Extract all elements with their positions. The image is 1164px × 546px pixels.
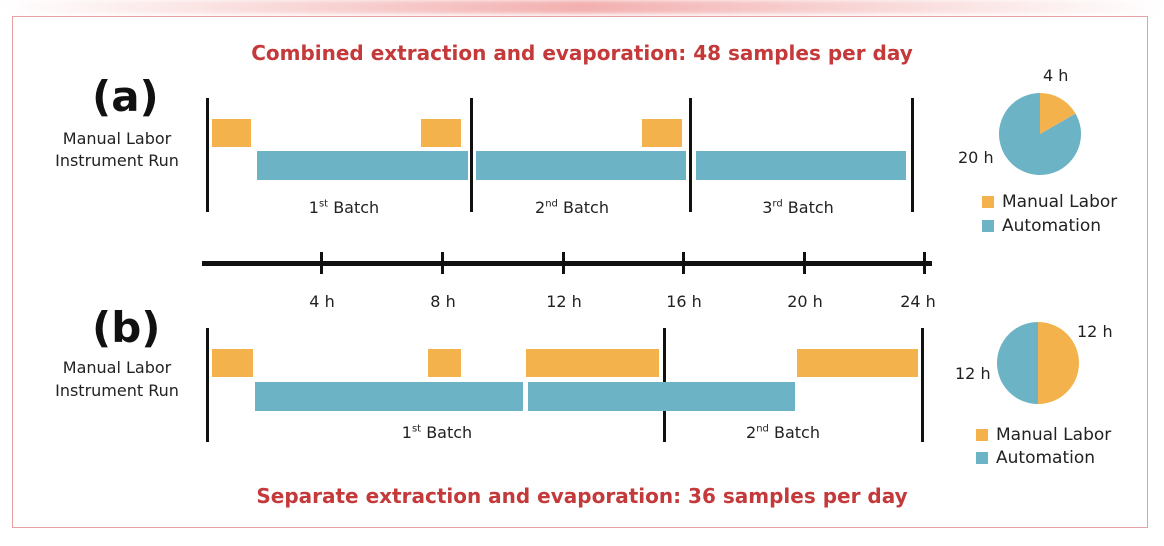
title-separate: Separate extraction and evaporation: 36 … bbox=[256, 484, 908, 508]
panel-a-legend-automation: Automation bbox=[982, 216, 1101, 236]
panel-a-legend-manual: Manual Labor bbox=[982, 192, 1117, 212]
panel-b-manual-block-1 bbox=[212, 349, 253, 377]
panel-b-end-line bbox=[921, 328, 924, 442]
tick-8h bbox=[441, 252, 444, 274]
tick-label-12h: 12 h bbox=[546, 292, 582, 311]
panel-a-manual-block-1 bbox=[212, 119, 251, 147]
tick-4h bbox=[320, 252, 323, 274]
tick-20h bbox=[803, 252, 806, 274]
top-glow bbox=[0, 0, 1164, 14]
panel-b-label-instrument: Instrument Run bbox=[55, 381, 179, 400]
tick-12h bbox=[562, 252, 565, 274]
panel-b-run-block-2 bbox=[528, 382, 795, 411]
panel-b-batch-1-label: 1st Batch bbox=[401, 423, 473, 442]
panel-b-legend-automation: Automation bbox=[976, 448, 1095, 468]
tick-16h bbox=[682, 252, 685, 274]
panel-a-divider-2 bbox=[689, 98, 692, 212]
panel-a-batch-3-label: 3rd Batch bbox=[762, 198, 834, 217]
panel-b-run-block-1 bbox=[255, 382, 523, 411]
panel-a-letter: (a) bbox=[92, 72, 159, 121]
panel-b-manual-block-4 bbox=[797, 349, 918, 377]
tick-label-4h: 4 h bbox=[309, 292, 335, 311]
legend-swatch-automation bbox=[976, 452, 988, 464]
panel-a-run-block-1 bbox=[257, 151, 468, 180]
panel-b-pie bbox=[997, 322, 1079, 404]
tick-label-24h: 24 h bbox=[900, 292, 936, 311]
title-combined: Combined extraction and evaporation: 48 … bbox=[251, 41, 913, 65]
panel-b-manual-block-2 bbox=[428, 349, 461, 377]
panel-b-label-manual: Manual Labor bbox=[62, 358, 172, 377]
panel-a-label-instrument: Instrument Run bbox=[55, 151, 179, 170]
panel-a-run-block-3 bbox=[696, 151, 906, 180]
panel-a-batch-1-label: 1st Batch bbox=[308, 198, 380, 217]
panel-a-run-block-2 bbox=[476, 151, 686, 180]
panel-a-pie-manual-slice bbox=[1040, 93, 1076, 134]
tick-label-20h: 20 h bbox=[787, 292, 823, 311]
panel-b-pie-manual-slice bbox=[1038, 322, 1079, 404]
panel-b-legend-manual: Manual Labor bbox=[976, 425, 1111, 445]
panel-a-label-manual: Manual Labor bbox=[62, 129, 172, 148]
panel-b-letter: (b) bbox=[92, 303, 161, 352]
legend-swatch-automation bbox=[982, 220, 994, 232]
panel-a-manual-block-3 bbox=[642, 119, 682, 147]
time-axis bbox=[202, 261, 932, 266]
panel-a-pie-automation-label: 20 h bbox=[958, 148, 994, 167]
panel-a-pie-manual-label: 4 h bbox=[1043, 66, 1069, 85]
panel-b-pie-automation-slice bbox=[997, 322, 1038, 404]
panel-b-manual-block-3 bbox=[526, 349, 659, 377]
legend-swatch-manual bbox=[976, 429, 988, 441]
panel-a-pie bbox=[999, 93, 1081, 175]
panel-a-manual-block-2 bbox=[421, 119, 461, 147]
panel-a-divider-1 bbox=[470, 98, 473, 212]
panel-a-batch-2-label: 2nd Batch bbox=[535, 198, 609, 217]
panel-b-batch-2-label: 2nd Batch bbox=[746, 423, 820, 442]
figure-frame bbox=[12, 16, 1148, 528]
panel-a-start-line bbox=[206, 98, 209, 212]
panel-b-pie-automation-label: 12 h bbox=[955, 364, 991, 383]
panel-b-pie-manual-label: 12 h bbox=[1077, 322, 1113, 341]
panel-a-end-line bbox=[911, 98, 914, 212]
panel-b-start-line bbox=[206, 328, 209, 442]
tick-label-8h: 8 h bbox=[430, 292, 456, 311]
tick-label-16h: 16 h bbox=[666, 292, 702, 311]
tick-24h bbox=[923, 252, 926, 274]
legend-swatch-manual bbox=[982, 196, 994, 208]
